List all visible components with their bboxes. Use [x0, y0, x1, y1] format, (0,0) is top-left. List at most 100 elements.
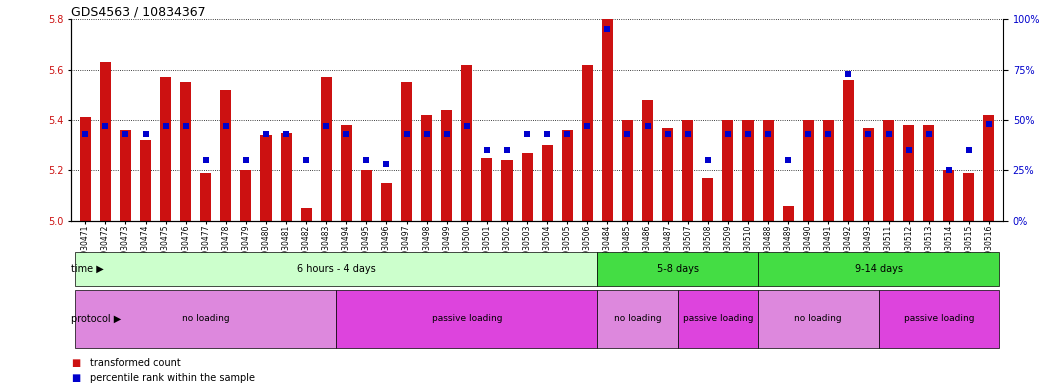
Point — [960, 147, 977, 153]
Bar — [561, 130, 573, 221]
Point — [518, 131, 535, 137]
Bar — [803, 120, 814, 221]
Point — [559, 131, 576, 137]
Bar — [120, 130, 131, 221]
Point — [218, 123, 235, 129]
Text: no loading: no loading — [795, 314, 842, 323]
Text: protocol ▶: protocol ▶ — [71, 314, 121, 324]
Point — [539, 131, 556, 137]
Bar — [261, 135, 271, 221]
Point — [760, 131, 777, 137]
Text: no loading: no loading — [614, 314, 662, 323]
Bar — [863, 127, 874, 221]
Point — [800, 131, 817, 137]
Point — [338, 131, 355, 137]
Text: 5-8 days: 5-8 days — [656, 264, 698, 274]
Bar — [758, 290, 878, 348]
Text: transformed count: transformed count — [90, 358, 181, 368]
Bar — [75, 290, 336, 348]
Bar — [983, 115, 995, 221]
Text: passive loading: passive loading — [904, 314, 974, 323]
Bar — [241, 170, 251, 221]
Bar — [598, 290, 677, 348]
Bar — [336, 290, 598, 348]
Bar — [703, 178, 713, 221]
Bar — [521, 153, 533, 221]
Bar — [642, 100, 653, 221]
Bar — [320, 77, 332, 221]
Point — [419, 131, 436, 137]
Text: passive loading: passive loading — [431, 314, 503, 323]
Point — [137, 131, 154, 137]
Bar — [99, 62, 111, 221]
Point — [177, 123, 194, 129]
Bar — [582, 65, 593, 221]
Point — [639, 123, 655, 129]
Bar — [381, 183, 392, 221]
Point — [198, 157, 215, 164]
Bar — [602, 9, 612, 221]
Text: passive loading: passive loading — [683, 314, 753, 323]
Bar — [160, 77, 171, 221]
Bar — [923, 125, 934, 221]
Point — [599, 26, 616, 32]
Bar — [843, 80, 854, 221]
Text: ■: ■ — [71, 358, 81, 368]
Bar — [943, 170, 954, 221]
Point — [318, 123, 335, 129]
Bar — [662, 127, 673, 221]
Bar — [963, 173, 975, 221]
Bar — [878, 290, 999, 348]
Point — [660, 131, 676, 137]
Bar — [200, 173, 211, 221]
Point — [398, 131, 415, 137]
Text: 9-14 days: 9-14 days — [854, 264, 903, 274]
Point — [719, 131, 736, 137]
Bar — [401, 82, 413, 221]
Point — [459, 123, 475, 129]
Text: 6 hours - 4 days: 6 hours - 4 days — [297, 264, 376, 274]
Bar — [823, 120, 833, 221]
Bar — [462, 65, 472, 221]
Point — [238, 157, 254, 164]
Bar — [683, 120, 693, 221]
Point — [579, 123, 596, 129]
Point — [860, 131, 876, 137]
Bar — [883, 120, 894, 221]
Bar — [904, 125, 914, 221]
Bar — [281, 132, 292, 221]
Bar — [220, 90, 231, 221]
Text: no loading: no loading — [182, 314, 229, 323]
Bar — [502, 160, 513, 221]
Point — [780, 157, 797, 164]
Point — [277, 131, 294, 137]
Point — [378, 161, 395, 167]
Bar — [677, 290, 758, 348]
Point — [297, 157, 314, 164]
Point — [478, 147, 495, 153]
Bar — [75, 252, 598, 286]
Point — [358, 157, 375, 164]
Text: time ▶: time ▶ — [71, 264, 104, 274]
Bar — [361, 170, 372, 221]
Bar — [742, 120, 754, 221]
Bar — [80, 118, 91, 221]
Bar — [341, 125, 352, 221]
Text: ■: ■ — [71, 373, 81, 383]
Bar — [180, 82, 192, 221]
Point — [920, 131, 937, 137]
Text: percentile rank within the sample: percentile rank within the sample — [90, 373, 255, 383]
Bar — [622, 120, 633, 221]
Bar — [482, 158, 492, 221]
Bar — [421, 115, 432, 221]
Point — [680, 131, 696, 137]
Point — [981, 121, 998, 127]
Bar — [762, 120, 774, 221]
Point — [97, 123, 114, 129]
Bar — [441, 110, 452, 221]
Point — [76, 131, 93, 137]
Bar — [598, 252, 758, 286]
Point — [739, 131, 756, 137]
Point — [820, 131, 837, 137]
Text: GDS4563 / 10834367: GDS4563 / 10834367 — [71, 5, 206, 18]
